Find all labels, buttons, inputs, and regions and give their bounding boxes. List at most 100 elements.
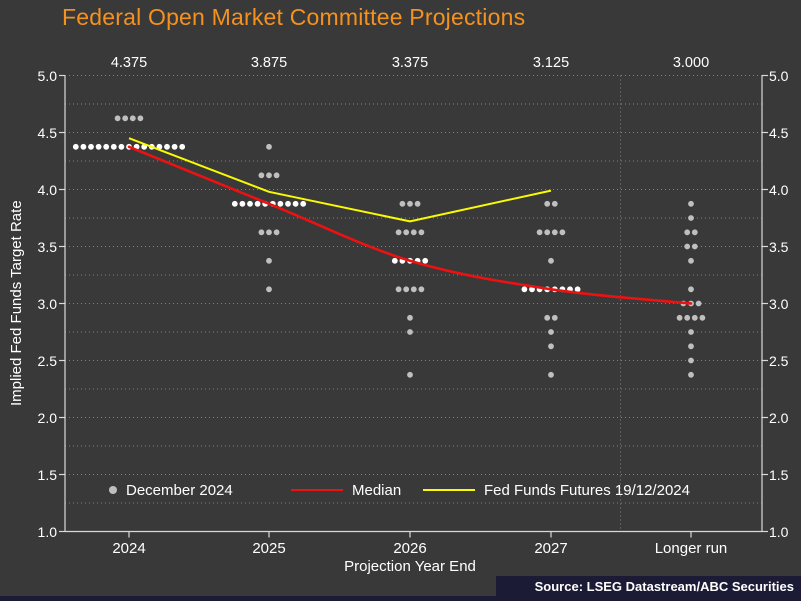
median-value-label: 3.125: [532, 55, 570, 71]
projection-dot: [266, 143, 272, 150]
x-axis-label: 2024: [112, 540, 146, 557]
projection-dot: [422, 257, 429, 264]
y-axis-label-right: 3.5: [769, 238, 789, 255]
y-axis-label-right: 2.0: [769, 409, 789, 426]
y-axis-label-right: 1.0: [769, 523, 789, 540]
median-value-label: 3.875: [250, 55, 288, 71]
projection-dot: [114, 115, 121, 122]
projection-dot: [292, 200, 299, 207]
december-dot-marker: [109, 486, 117, 494]
projection-dot: [551, 229, 558, 236]
projection-dot: [544, 200, 551, 207]
x-axis-title: Projection Year End: [344, 558, 476, 575]
projection-dot: [559, 229, 566, 236]
legend-item: Fed Funds Futures 19/12/2024: [423, 481, 690, 499]
y-axis-label-left: 3.0: [37, 295, 57, 312]
projection-dot: [285, 200, 291, 207]
y-axis-label-right: 2.5: [769, 352, 789, 369]
projection-dot: [164, 143, 170, 150]
projection-dot: [688, 343, 694, 350]
y-axis-label-left: 4.0: [37, 181, 57, 198]
projection-dot: [548, 371, 554, 378]
projection-dot: [695, 300, 702, 307]
y-axis-label-left: 5.0: [37, 67, 57, 84]
projection-dot: [403, 286, 410, 293]
projection-dot: [684, 314, 691, 321]
chart-title: Federal Open Market Committee Projection…: [62, 4, 526, 30]
projection-dot: [254, 200, 261, 207]
source-text: Source: LSEG Datastream/ABC Securities: [534, 579, 794, 594]
median-value-label: 3.000: [672, 55, 710, 71]
projection-dot: [171, 143, 178, 150]
projection-dot: [691, 243, 698, 250]
projection-dot: [407, 371, 413, 378]
projection-dot: [691, 229, 698, 236]
projection-dot: [536, 229, 543, 236]
projection-dot: [179, 143, 186, 150]
projection-dot: [418, 286, 425, 293]
projection-dot: [80, 143, 87, 150]
projection-dot: [266, 257, 272, 264]
median-value-label: 4.375: [110, 55, 148, 71]
projection-dot: [688, 200, 694, 207]
projection-dot: [231, 200, 238, 207]
projection-dot: [391, 257, 398, 264]
projection-dot: [548, 329, 554, 335]
projection-dot: [684, 243, 691, 250]
projection-dot: [258, 229, 265, 236]
projection-dot: [273, 172, 280, 179]
projection-dot: [688, 357, 694, 364]
projection-dot: [118, 143, 125, 150]
projection-dot: [273, 229, 280, 236]
projection-dot: [239, 200, 246, 207]
projection-dot: [574, 286, 581, 293]
projection-dot: [551, 200, 558, 207]
x-axis-label: 2026: [393, 540, 427, 557]
projection-dot: [266, 229, 272, 236]
projection-dot: [544, 229, 551, 236]
legend-item: Median: [291, 481, 401, 499]
source-bar: Source: LSEG Datastream/ABC Securities: [496, 576, 801, 601]
projection-dot: [403, 229, 410, 236]
y-axis-label-left: 3.5: [37, 238, 57, 255]
projection-dot: [548, 257, 554, 264]
y-axis-label-right: 1.5: [769, 466, 789, 483]
projection-dot: [258, 172, 265, 179]
projection-dot: [548, 343, 554, 350]
projection-dot: [418, 229, 425, 236]
projection-dot: [247, 200, 253, 207]
projection-dot: [688, 329, 694, 335]
projection-dot: [551, 314, 558, 321]
projection-dot: [407, 200, 413, 207]
x-axis-label: 2027: [534, 540, 568, 557]
projection-dot: [137, 115, 144, 122]
projection-dot: [688, 286, 694, 293]
legend-item: December 2024: [109, 481, 233, 499]
y-axis-label-left: 1.5: [37, 466, 57, 483]
y-axis-label-left: 1.0: [37, 523, 57, 540]
futures-line-marker: [423, 489, 475, 491]
projection-dot: [676, 314, 683, 321]
projection-dot: [688, 215, 694, 221]
projection-dot: [521, 286, 528, 293]
source-bottom-strip: [0, 596, 801, 601]
legend-label: Fed Funds Futures 19/12/2024: [484, 481, 690, 499]
futures-line: [128, 137, 552, 223]
projection-dot: [414, 200, 421, 207]
projection-dot: [407, 329, 413, 335]
y-axis-label-left: 2.5: [37, 352, 57, 369]
projection-dot: [699, 314, 706, 321]
projection-dot: [103, 143, 110, 150]
projection-dot: [688, 257, 694, 264]
projection-dot: [277, 200, 284, 207]
y-axis-label-right: 4.0: [769, 181, 789, 198]
y-axis-label-right: 5.0: [769, 67, 789, 84]
legend-label: December 2024: [126, 481, 233, 499]
legend-label: Median: [352, 481, 402, 499]
projection-dot: [266, 286, 272, 293]
projection-dot: [266, 172, 272, 179]
projection-dot: [300, 200, 307, 207]
projection-dot: [88, 143, 94, 150]
median-line-marker: [291, 489, 343, 491]
